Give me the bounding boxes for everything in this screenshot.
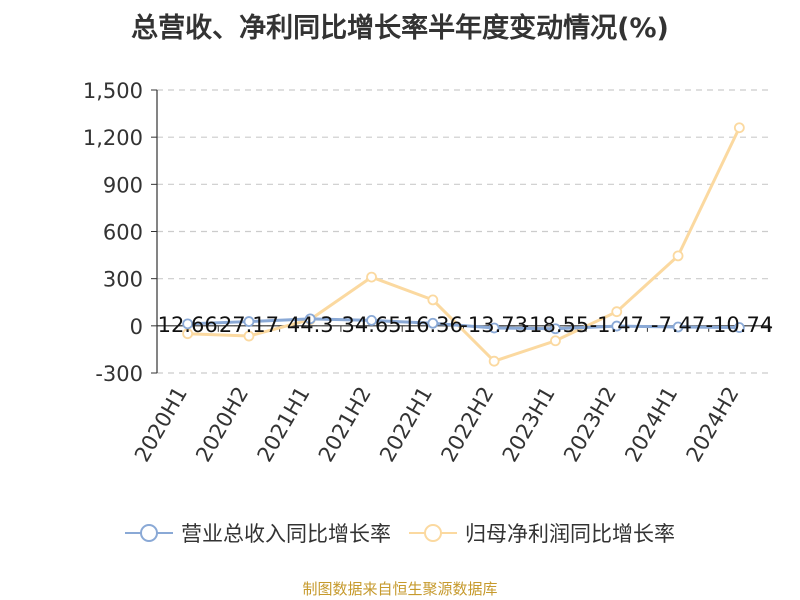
legend-label-revenue: 营业总收入同比增长率 <box>181 522 391 546</box>
data-label: -7.47 <box>651 313 705 337</box>
data-point-0-2024H2 <box>733 322 745 333</box>
x-tick-label: 2024H2 <box>682 383 744 467</box>
data-point-1-2024H1 <box>672 250 684 262</box>
series-line-1 <box>187 127 741 363</box>
data-label: 16.36 <box>403 313 463 337</box>
y-tick-label: 0 <box>130 315 143 339</box>
y-tick-label: 1,200 <box>83 126 143 150</box>
data-point-0-2021H2 <box>366 314 377 326</box>
x-tick-label: 2021H2 <box>314 383 376 467</box>
legend-item-profit[interactable]: 归母净利润同比增长率 <box>409 518 675 548</box>
data-point-1-2022H2 <box>488 355 500 367</box>
data-point-0-2023H2 <box>611 320 623 332</box>
data-label: 34.65 <box>341 313 401 337</box>
data-point-1-2023H1 <box>550 335 561 347</box>
data-point-1-2023H2 <box>611 306 623 318</box>
legend-item-revenue[interactable]: 营业总收入同比增长率 <box>125 518 391 548</box>
data-label: -1.47 <box>590 313 644 337</box>
data-label-layer: 12.66 27.17 44.3 34.65 16.36-13.73-18.55 -1.4… <box>158 313 774 337</box>
data-label: 44.3 <box>287 313 334 337</box>
x-tick-label: 2022H1 <box>375 382 437 466</box>
x-tick-label: 2020H2 <box>191 383 253 467</box>
x-tick-label: 2021H1 <box>252 383 314 467</box>
x-tick-label: 2023H2 <box>559 383 621 467</box>
y-tick-label: 600 <box>103 221 143 245</box>
legend-marker-revenue-icon <box>125 524 173 542</box>
x-tick-label: 2024H1 <box>620 383 682 467</box>
x-tick-label: 2023H1 <box>498 383 560 467</box>
data-label: -10.74 <box>705 313 773 337</box>
legend: 营业总收入同比增长率 归母净利润同比增长率 <box>0 518 800 548</box>
y-tick-label: -300 <box>95 362 143 386</box>
data-point-1-2022H1 <box>427 294 439 306</box>
data-point-1-2024H2 <box>733 122 745 134</box>
y-tick-label: 300 <box>103 268 143 292</box>
data-point-0-2024H1 <box>672 321 684 333</box>
data-label: 12.66 <box>158 313 218 337</box>
series-layer <box>182 122 745 367</box>
y-tick-label: 900 <box>103 173 143 197</box>
chart-title: 总营收、净利同比增长率半年度变动情况(%) <box>131 13 669 44</box>
data-label: 27.17 <box>219 313 279 337</box>
data-point-0-2020H1 <box>182 318 194 330</box>
legend-marker-profit-icon <box>409 524 457 542</box>
data-point-1-2021H2 <box>366 271 377 283</box>
data-point-0-2022H2 <box>488 322 500 334</box>
series-line-0 <box>187 317 740 331</box>
x-tick-label: 2022H2 <box>436 383 498 467</box>
data-label: -18.55 <box>522 313 590 337</box>
data-label: -13.73 <box>460 313 528 337</box>
data-point-0-2023H1 <box>550 323 561 335</box>
x-tick-label: 2020H1 <box>130 383 192 467</box>
data-point-0-2022H1 <box>427 317 439 329</box>
data-point-1-2020H2 <box>243 330 255 342</box>
data-point-0-2020H2 <box>243 316 255 327</box>
data-point-0-2021H1 <box>304 313 316 325</box>
y-tick-label: 1,500 <box>83 79 143 103</box>
source-note: 制图数据来自恒生聚源数据库 <box>302 580 498 598</box>
legend-label-profit: 归母净利润同比增长率 <box>465 522 675 546</box>
